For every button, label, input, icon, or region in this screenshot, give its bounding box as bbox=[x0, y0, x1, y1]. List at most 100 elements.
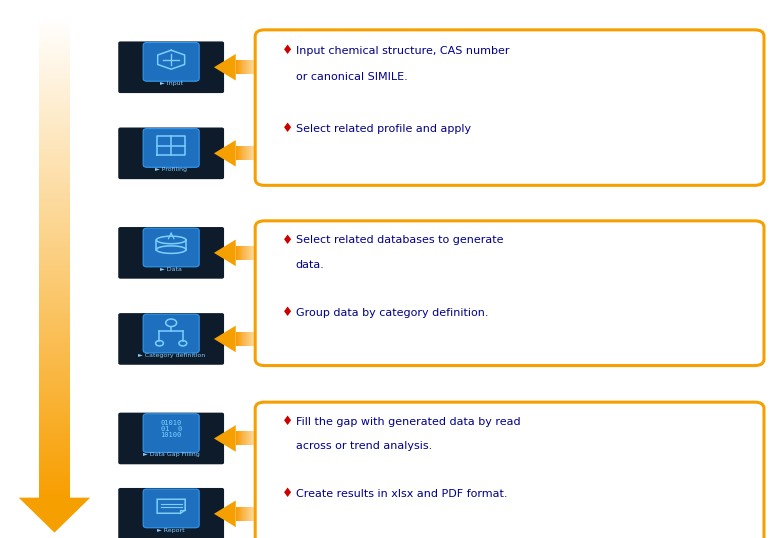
Polygon shape bbox=[39, 170, 70, 172]
Text: across or trend analysis.: across or trend analysis. bbox=[296, 441, 432, 451]
FancyBboxPatch shape bbox=[143, 43, 199, 81]
Polygon shape bbox=[39, 225, 70, 226]
Polygon shape bbox=[39, 447, 70, 448]
Polygon shape bbox=[39, 472, 70, 473]
Polygon shape bbox=[39, 380, 70, 382]
Polygon shape bbox=[39, 313, 70, 315]
Polygon shape bbox=[39, 222, 70, 223]
Text: ► Input: ► Input bbox=[159, 81, 183, 86]
Text: ► Category definition: ► Category definition bbox=[138, 353, 205, 358]
Polygon shape bbox=[39, 347, 70, 349]
Polygon shape bbox=[39, 206, 70, 207]
Polygon shape bbox=[39, 90, 70, 91]
FancyBboxPatch shape bbox=[118, 128, 224, 179]
Polygon shape bbox=[214, 500, 236, 527]
Polygon shape bbox=[39, 281, 70, 282]
Polygon shape bbox=[39, 238, 70, 239]
Text: ♦: ♦ bbox=[282, 415, 293, 428]
Polygon shape bbox=[39, 158, 70, 159]
Polygon shape bbox=[39, 445, 70, 447]
Polygon shape bbox=[39, 21, 70, 23]
Polygon shape bbox=[39, 244, 70, 246]
Polygon shape bbox=[39, 60, 70, 61]
Polygon shape bbox=[39, 212, 70, 214]
Polygon shape bbox=[39, 406, 70, 408]
Polygon shape bbox=[39, 226, 70, 228]
Polygon shape bbox=[39, 122, 70, 124]
Polygon shape bbox=[214, 54, 236, 81]
Polygon shape bbox=[39, 31, 70, 32]
Polygon shape bbox=[39, 121, 70, 122]
Polygon shape bbox=[39, 377, 70, 379]
Polygon shape bbox=[39, 353, 70, 355]
Polygon shape bbox=[39, 339, 70, 341]
Polygon shape bbox=[39, 297, 70, 299]
Polygon shape bbox=[39, 401, 70, 403]
Polygon shape bbox=[39, 39, 70, 40]
Polygon shape bbox=[39, 95, 70, 96]
Polygon shape bbox=[39, 367, 70, 369]
Polygon shape bbox=[39, 189, 70, 191]
Polygon shape bbox=[39, 23, 70, 24]
Polygon shape bbox=[39, 101, 70, 103]
FancyBboxPatch shape bbox=[118, 313, 224, 365]
Polygon shape bbox=[39, 387, 70, 388]
Polygon shape bbox=[39, 429, 70, 430]
Polygon shape bbox=[39, 26, 70, 27]
Polygon shape bbox=[39, 417, 70, 419]
Polygon shape bbox=[39, 83, 70, 85]
FancyBboxPatch shape bbox=[143, 414, 199, 452]
Polygon shape bbox=[39, 496, 70, 498]
Polygon shape bbox=[39, 491, 70, 493]
Polygon shape bbox=[39, 16, 70, 18]
Polygon shape bbox=[39, 414, 70, 416]
Polygon shape bbox=[39, 488, 70, 490]
Polygon shape bbox=[39, 130, 70, 132]
Polygon shape bbox=[39, 273, 70, 274]
Polygon shape bbox=[39, 178, 70, 180]
Polygon shape bbox=[39, 34, 70, 36]
Polygon shape bbox=[39, 475, 70, 477]
Polygon shape bbox=[39, 65, 70, 66]
Text: Input chemical structure, CAS number: Input chemical structure, CAS number bbox=[296, 46, 509, 55]
Polygon shape bbox=[39, 369, 70, 371]
Polygon shape bbox=[39, 270, 70, 271]
Polygon shape bbox=[39, 385, 70, 387]
Polygon shape bbox=[39, 217, 70, 218]
Polygon shape bbox=[39, 88, 70, 90]
Polygon shape bbox=[39, 382, 70, 384]
Polygon shape bbox=[39, 426, 70, 427]
Polygon shape bbox=[39, 328, 70, 329]
Text: ► Report: ► Report bbox=[157, 528, 185, 533]
Polygon shape bbox=[39, 63, 70, 65]
Polygon shape bbox=[39, 291, 70, 292]
Polygon shape bbox=[39, 268, 70, 270]
Polygon shape bbox=[39, 366, 70, 367]
Polygon shape bbox=[39, 104, 70, 106]
Polygon shape bbox=[39, 185, 70, 186]
Polygon shape bbox=[39, 341, 70, 342]
Polygon shape bbox=[39, 98, 70, 100]
Polygon shape bbox=[39, 201, 70, 202]
Polygon shape bbox=[39, 249, 70, 251]
Polygon shape bbox=[39, 388, 70, 390]
Polygon shape bbox=[39, 437, 70, 438]
Polygon shape bbox=[39, 300, 70, 302]
Polygon shape bbox=[39, 329, 70, 331]
Text: 10100: 10100 bbox=[160, 432, 182, 438]
Text: Group data by category definition.: Group data by category definition. bbox=[296, 308, 488, 317]
Polygon shape bbox=[39, 282, 70, 284]
Polygon shape bbox=[39, 36, 70, 37]
Polygon shape bbox=[39, 127, 70, 129]
Polygon shape bbox=[39, 254, 70, 256]
Polygon shape bbox=[39, 257, 70, 258]
Polygon shape bbox=[39, 231, 70, 233]
Polygon shape bbox=[39, 223, 70, 225]
Polygon shape bbox=[39, 82, 70, 83]
Polygon shape bbox=[39, 352, 70, 353]
Polygon shape bbox=[39, 320, 70, 321]
Polygon shape bbox=[39, 48, 70, 50]
Polygon shape bbox=[39, 438, 70, 440]
Polygon shape bbox=[39, 162, 70, 164]
Polygon shape bbox=[39, 478, 70, 480]
